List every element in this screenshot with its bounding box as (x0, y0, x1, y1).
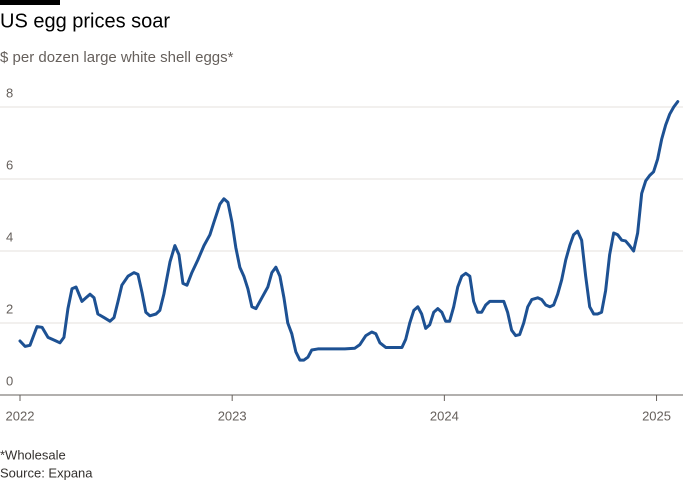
y-tick-label: 0 (6, 373, 13, 388)
source: Source: Expana (0, 465, 93, 480)
chart-subtitle: $ per dozen large white shell eggs* (0, 49, 234, 66)
y-tick-label: 6 (6, 157, 13, 172)
x-tick-label: 2022 (6, 408, 35, 423)
brand-bar (0, 0, 60, 5)
y-tick-label: 2 (6, 301, 13, 316)
x-tick-label: 2025 (642, 408, 671, 423)
y-tick-label: 8 (6, 85, 13, 100)
chart-title: US egg prices soar (0, 10, 170, 32)
footnote: *Wholesale (0, 447, 66, 462)
x-tick-label: 2023 (218, 408, 247, 423)
y-tick-label: 4 (6, 229, 13, 244)
x-tick-label: 2024 (430, 408, 459, 423)
price-line (18, 100, 680, 362)
